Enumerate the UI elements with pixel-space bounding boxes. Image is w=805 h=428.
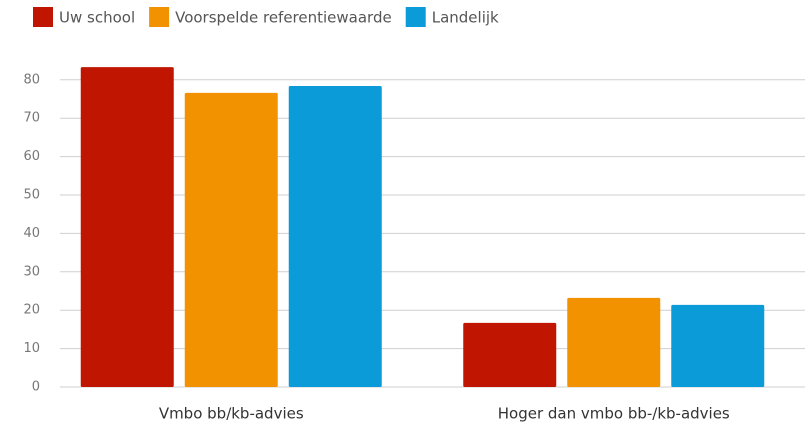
y-tick-label: 0 xyxy=(32,380,40,395)
bar xyxy=(80,67,174,388)
y-tick-label: 50 xyxy=(23,188,40,203)
bar xyxy=(567,297,661,387)
bar xyxy=(463,322,557,387)
y-tick-label: 30 xyxy=(23,264,40,279)
y-tick-label: 40 xyxy=(23,226,40,241)
y-tick-label: 60 xyxy=(23,149,40,164)
y-tick-label: 70 xyxy=(23,111,40,126)
bar xyxy=(671,304,765,387)
legend-swatch xyxy=(405,7,426,27)
legend-swatch xyxy=(33,7,53,27)
x-tick-label: Vmbo bb/kb-advies xyxy=(159,405,304,423)
legend-label: Landelijk xyxy=(432,9,499,27)
y-tick-label: 20 xyxy=(23,303,40,318)
y-tick-label: 10 xyxy=(23,341,40,356)
bar xyxy=(288,85,382,387)
x-tick-label: Hoger dan vmbo bb-/kb-advies xyxy=(498,405,730,423)
legend-label: Voorspelde referentiewaarde xyxy=(175,9,392,27)
bar xyxy=(184,92,278,387)
y-tick-label: 80 xyxy=(23,72,40,87)
legend-label: Uw school xyxy=(59,9,135,27)
legend-swatch xyxy=(149,7,170,27)
